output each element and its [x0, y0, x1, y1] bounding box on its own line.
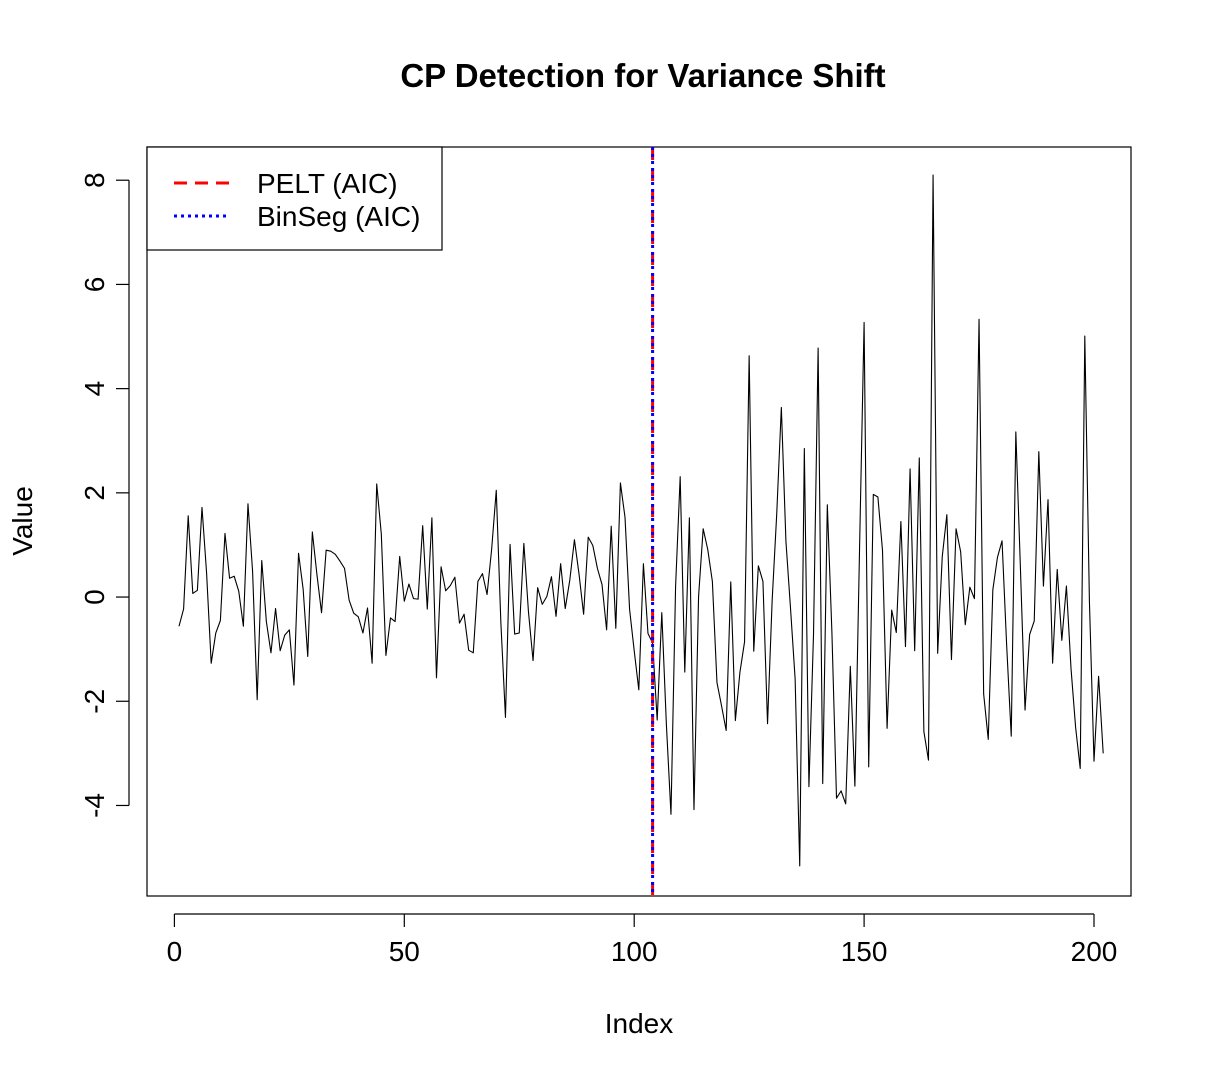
chart-title: CP Detection for Variance Shift [400, 57, 885, 94]
y-tick-label: 2 [79, 485, 110, 501]
y-axis: -4 -2 0 2 4 6 8 [79, 172, 130, 818]
x-tick-label: 50 [389, 936, 420, 967]
legend-label-pelt-aic: PELT (AIC) [257, 168, 398, 199]
x-axis-label: Index [605, 1008, 674, 1039]
y-tick-label: 0 [79, 589, 110, 605]
y-tick-label: 8 [79, 172, 110, 188]
series-group [178, 174, 1104, 867]
y-tick-label: -4 [79, 793, 110, 818]
y-tick-label: -2 [79, 689, 110, 714]
series-line [178, 174, 1104, 867]
y-tick-label: 4 [79, 381, 110, 397]
plot-frame [146, 146, 1132, 897]
x-axis: 0 50 100 150 200 [167, 913, 1118, 967]
legend: PELT (AIC) BinSeg (AIC) [146, 146, 443, 251]
x-tick-label: 0 [167, 936, 183, 967]
legend-label-binseg-aic: BinSeg (AIC) [257, 201, 420, 232]
legend-box [146, 146, 443, 251]
x-tick-label: 150 [841, 936, 888, 967]
x-tick-label: 200 [1071, 936, 1118, 967]
y-axis-label: Value [7, 486, 38, 556]
y-tick-label: 6 [79, 277, 110, 293]
x-tick-label: 100 [611, 936, 658, 967]
